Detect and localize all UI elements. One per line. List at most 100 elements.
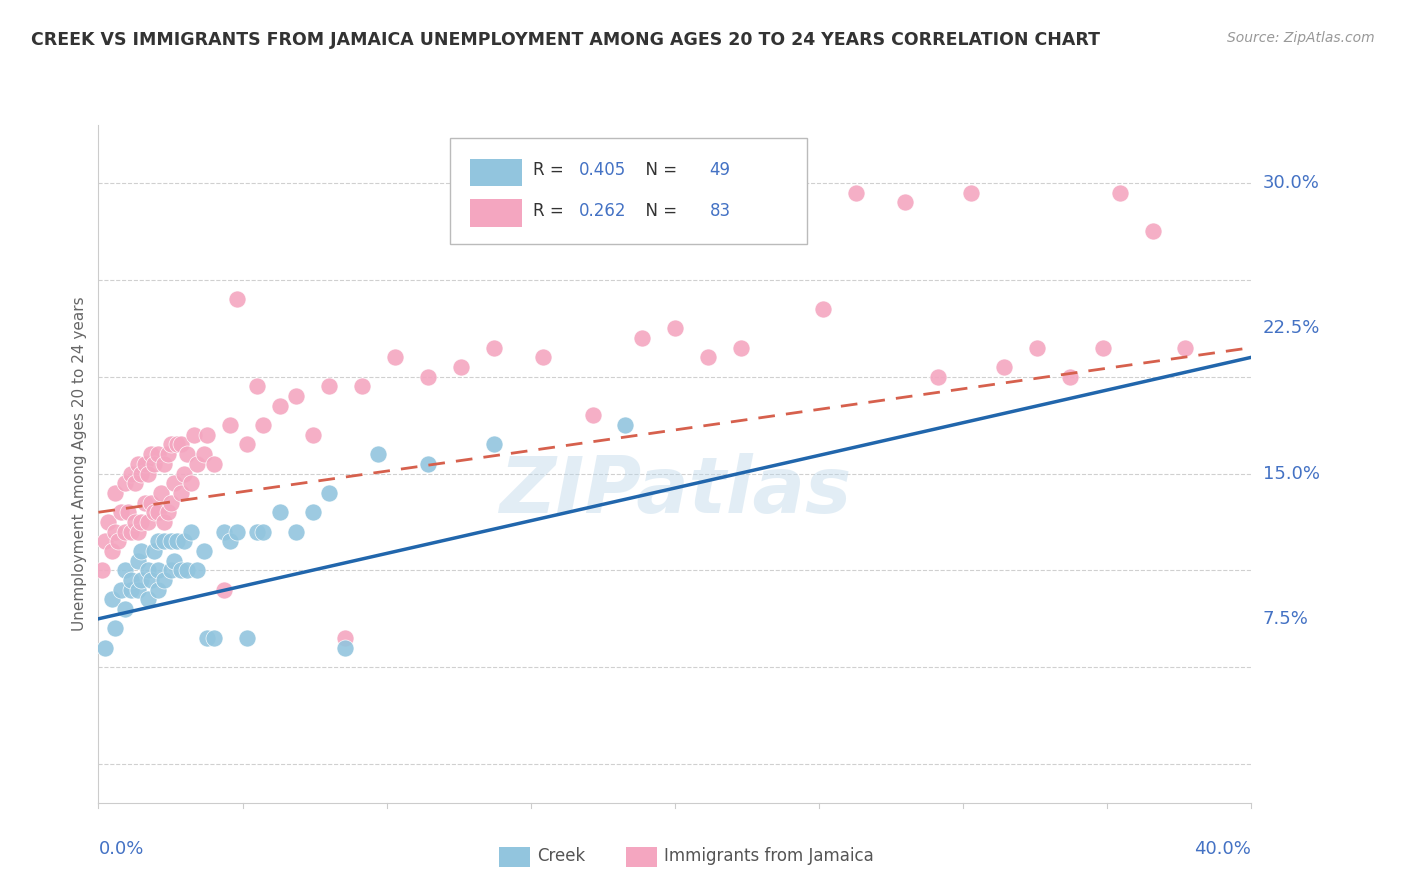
Point xyxy=(127,582,149,597)
Text: 0.0%: 0.0% xyxy=(98,840,143,858)
Text: 40.0%: 40.0% xyxy=(1195,840,1251,858)
Point xyxy=(180,524,202,539)
Point xyxy=(269,399,291,413)
Point xyxy=(225,524,247,539)
Point xyxy=(195,427,218,442)
Point xyxy=(150,486,173,500)
Text: Source: ZipAtlas.com: Source: ZipAtlas.com xyxy=(1227,31,1375,45)
Text: 30.0%: 30.0% xyxy=(1263,174,1320,192)
Point xyxy=(114,602,136,616)
Point xyxy=(235,437,257,451)
Point xyxy=(212,582,235,597)
Point xyxy=(120,467,142,481)
Text: R =: R = xyxy=(533,202,569,220)
Point xyxy=(647,195,669,210)
Point xyxy=(134,457,156,471)
Point xyxy=(482,437,505,451)
Point xyxy=(156,447,179,461)
Text: 0.262: 0.262 xyxy=(579,202,627,220)
Text: ZIPatlas: ZIPatlas xyxy=(499,453,851,529)
Point xyxy=(384,351,406,365)
Point xyxy=(173,467,195,481)
Point xyxy=(129,515,152,529)
Point xyxy=(416,369,439,384)
Point xyxy=(245,524,267,539)
Point xyxy=(350,379,373,393)
Point xyxy=(94,534,117,549)
Point xyxy=(90,563,112,577)
Point xyxy=(139,573,162,587)
Point xyxy=(1026,341,1049,355)
Point xyxy=(127,554,149,568)
Point xyxy=(252,418,274,433)
Point xyxy=(127,524,149,539)
Point xyxy=(114,524,136,539)
Point xyxy=(129,573,152,587)
Point xyxy=(120,524,142,539)
Point xyxy=(114,563,136,577)
Point xyxy=(110,582,132,597)
Point xyxy=(170,563,193,577)
Point xyxy=(335,631,357,645)
Point xyxy=(186,457,208,471)
Point xyxy=(1059,369,1081,384)
Point xyxy=(450,359,472,374)
Point xyxy=(146,534,169,549)
Point xyxy=(163,554,186,568)
Point xyxy=(160,495,183,509)
Point xyxy=(285,524,308,539)
FancyBboxPatch shape xyxy=(450,138,807,244)
Y-axis label: Unemployment Among Ages 20 to 24 years: Unemployment Among Ages 20 to 24 years xyxy=(72,296,87,632)
Point xyxy=(156,505,179,519)
Point xyxy=(894,195,917,210)
Point xyxy=(139,495,162,509)
Point xyxy=(269,505,291,519)
Point xyxy=(416,457,439,471)
Point xyxy=(104,622,127,636)
Point xyxy=(136,563,159,577)
Point xyxy=(235,631,257,645)
Point xyxy=(94,640,117,655)
Point xyxy=(146,447,169,461)
Text: CREEK VS IMMIGRANTS FROM JAMAICA UNEMPLOYMENT AMONG AGES 20 TO 24 YEARS CORRELAT: CREEK VS IMMIGRANTS FROM JAMAICA UNEMPLO… xyxy=(31,31,1099,49)
Text: 49: 49 xyxy=(710,161,731,179)
Point xyxy=(195,631,218,645)
Point xyxy=(730,341,752,355)
Point xyxy=(97,515,120,529)
Point xyxy=(225,292,247,306)
Point xyxy=(1142,224,1164,238)
Point xyxy=(193,544,215,558)
Point xyxy=(124,515,146,529)
Text: 22.5%: 22.5% xyxy=(1263,319,1320,337)
Point xyxy=(1174,341,1197,355)
Point xyxy=(136,592,159,607)
Point xyxy=(143,544,166,558)
Text: N =: N = xyxy=(634,202,682,220)
Point xyxy=(335,640,357,655)
Point xyxy=(202,631,225,645)
Point xyxy=(318,486,340,500)
Point xyxy=(100,544,122,558)
Point xyxy=(146,505,169,519)
Point xyxy=(127,457,149,471)
Bar xyxy=(470,200,522,227)
Point xyxy=(166,534,188,549)
Point xyxy=(104,486,127,500)
Point xyxy=(100,592,122,607)
Point xyxy=(212,524,235,539)
Point xyxy=(124,476,146,491)
Point xyxy=(107,534,129,549)
Bar xyxy=(470,159,522,186)
Point xyxy=(173,534,195,549)
Point xyxy=(1108,186,1130,200)
Text: R =: R = xyxy=(533,161,569,179)
Point xyxy=(114,476,136,491)
Point xyxy=(129,544,152,558)
Text: 0.405: 0.405 xyxy=(579,161,627,179)
Point xyxy=(153,515,176,529)
Text: 15.0%: 15.0% xyxy=(1263,465,1320,483)
Point xyxy=(160,563,183,577)
Point xyxy=(631,331,654,345)
Point xyxy=(301,505,323,519)
Point xyxy=(367,447,389,461)
